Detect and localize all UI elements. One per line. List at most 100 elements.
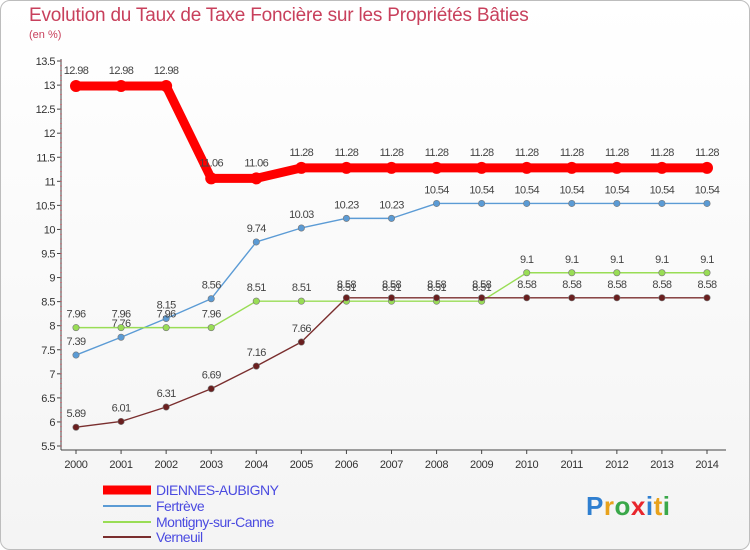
chart-title: Evolution du Taux de Taxe Foncière sur l… — [29, 5, 529, 26]
data-label: 8.58 — [337, 279, 356, 291]
data-label: 7.39 — [66, 336, 85, 348]
data-label: 11.06 — [244, 157, 268, 169]
logo-letter: i — [662, 491, 671, 521]
data-label: 10.54 — [514, 184, 539, 196]
data-point — [478, 294, 486, 302]
data-point — [162, 314, 170, 322]
x-tick-label: 2008 — [425, 459, 448, 471]
data-label: 8.51 — [247, 282, 266, 294]
x-tick-label: 2014 — [695, 459, 718, 471]
x-tick-label: 2013 — [650, 459, 673, 471]
data-point — [115, 80, 128, 93]
data-point — [568, 269, 576, 277]
data-point — [433, 294, 441, 302]
data-point — [297, 224, 305, 232]
data-point — [658, 199, 666, 207]
data-label: 11.28 — [470, 147, 494, 159]
data-label: 11.28 — [560, 147, 584, 159]
data-label: 8.58 — [472, 279, 491, 291]
data-label: 11.06 — [199, 157, 223, 169]
data-label: 12.98 — [109, 65, 134, 77]
data-point — [70, 80, 82, 93]
data-point — [117, 417, 125, 425]
data-point — [568, 199, 576, 207]
y-tick-label: 12 — [44, 128, 56, 140]
data-label: 8.58 — [517, 279, 536, 291]
data-point — [160, 80, 173, 93]
y-tick-label: 9 — [49, 273, 55, 285]
y-tick-label: 7 — [49, 369, 55, 381]
logo-letter: x — [630, 491, 646, 521]
y-tick-label: 8 — [49, 321, 55, 333]
data-point — [523, 269, 531, 277]
x-tick-label: 2010 — [515, 459, 538, 471]
data-label: 8.51 — [292, 282, 311, 294]
data-label: 8.58 — [382, 279, 401, 291]
data-point — [568, 294, 576, 302]
y-tick-label: 9.5 — [41, 249, 55, 261]
data-point — [478, 199, 486, 207]
y-tick-label: 8.5 — [41, 297, 55, 309]
data-label: 8.51 — [427, 282, 446, 294]
data-point — [430, 161, 443, 174]
data-label: 11.28 — [695, 147, 719, 159]
data-point — [295, 161, 308, 174]
logo-letter: P — [586, 491, 604, 521]
logo-letter: o — [614, 491, 631, 521]
data-point — [387, 294, 395, 302]
data-point — [703, 294, 711, 302]
legend-label: Montigny-sur-Canne — [156, 514, 275, 530]
data-label: 11.28 — [335, 147, 359, 159]
x-tick-label: 2001 — [109, 459, 132, 471]
data-point — [703, 199, 711, 207]
data-point — [162, 403, 170, 411]
data-label: 11.28 — [515, 147, 539, 159]
data-label: 9.1 — [700, 254, 714, 266]
data-point — [342, 214, 350, 222]
data-point — [523, 294, 531, 302]
data-label: 8.56 — [202, 280, 221, 292]
x-tick-label: 2011 — [561, 459, 584, 471]
data-point — [117, 324, 125, 332]
x-tick-label: 2007 — [380, 459, 403, 471]
data-label: 7.96 — [157, 309, 176, 321]
data-label: 11.28 — [650, 147, 674, 159]
data-point — [252, 238, 260, 246]
data-point — [475, 161, 488, 174]
data-label: 9.1 — [520, 254, 534, 266]
x-tick-label: 2003 — [200, 459, 223, 471]
x-tick-label: 2004 — [245, 459, 268, 471]
data-label: 10.23 — [334, 199, 359, 211]
data-label: 8.58 — [562, 279, 581, 291]
y-tick-label: 11.5 — [36, 152, 55, 164]
data-label: 7.96 — [202, 309, 221, 321]
data-label: 11.28 — [380, 147, 404, 159]
data-point — [72, 423, 80, 431]
data-label: 6.01 — [112, 402, 131, 414]
data-point — [252, 362, 260, 370]
y-tick-label: 5.5 — [41, 441, 55, 453]
data-label: 10.54 — [424, 184, 449, 196]
data-label: 11.28 — [289, 147, 313, 159]
data-label: 7.16 — [247, 347, 266, 359]
data-point — [520, 161, 533, 174]
data-point — [701, 161, 713, 174]
logo-letter: i — [645, 491, 654, 521]
y-tick-label: 12.5 — [36, 104, 56, 116]
data-label: 7.96 — [66, 309, 85, 321]
data-label: 12.98 — [64, 65, 89, 77]
data-point — [207, 324, 215, 332]
data-label: 9.1 — [655, 254, 669, 266]
data-label: 10.03 — [289, 209, 314, 221]
data-label: 6.69 — [202, 370, 221, 382]
data-label: 10.54 — [469, 184, 494, 196]
y-tick-label: 13.5 — [36, 56, 56, 68]
data-point — [205, 172, 218, 185]
data-label: 8.58 — [607, 279, 626, 291]
data-point — [387, 214, 395, 222]
data-point — [658, 269, 666, 277]
data-label: 5.89 — [66, 408, 85, 420]
data-label: 8.51 — [472, 282, 491, 294]
